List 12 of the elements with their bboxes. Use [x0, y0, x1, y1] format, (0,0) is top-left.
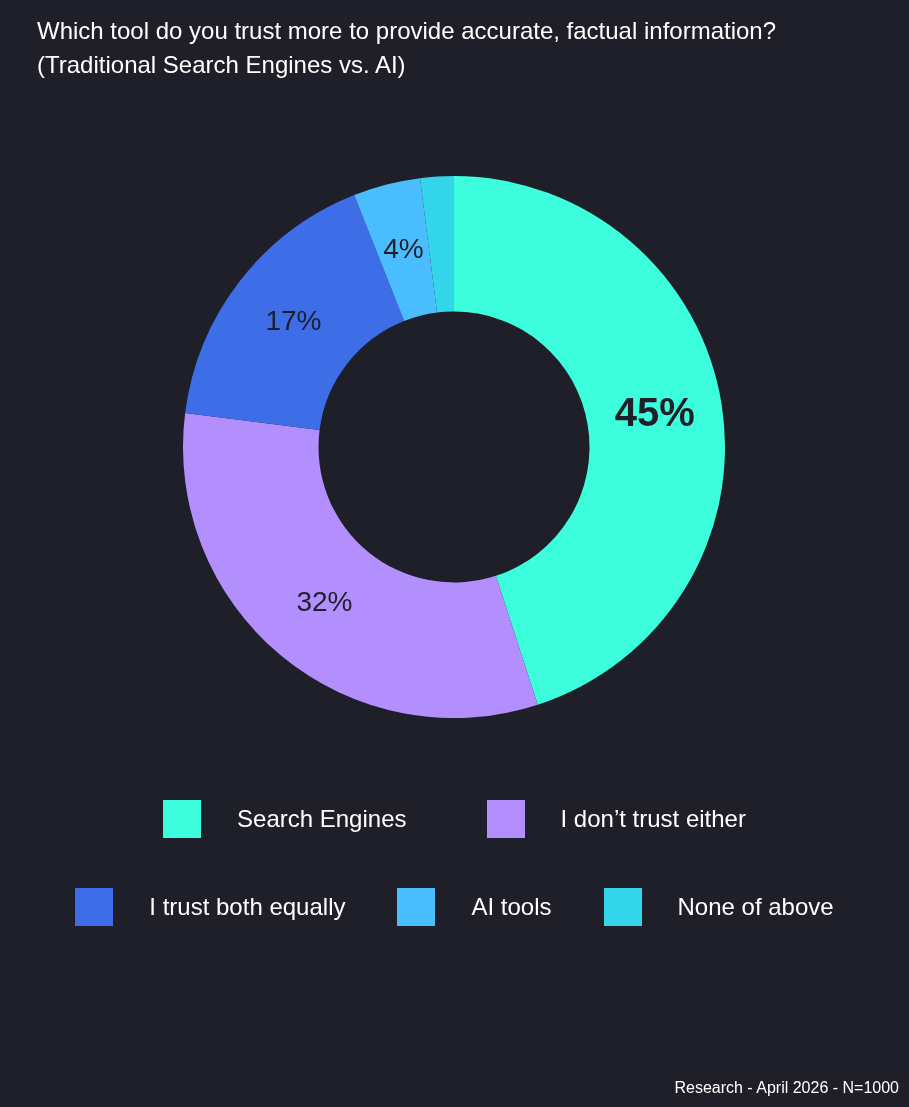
data-label: 4% [383, 232, 424, 264]
data-label: 45% [614, 390, 695, 435]
data-label: 32% [296, 586, 353, 618]
legend-label: Search Engines [237, 805, 407, 833]
chart-subtitle: (Traditional Search Engines vs. AI) [37, 50, 407, 80]
legend-label: AI tools [471, 893, 552, 921]
legend-label: None of above [677, 893, 834, 921]
data-label: 17% [265, 305, 322, 337]
legend-label: I don’t trust either [560, 805, 746, 833]
chart-title: Which tool do you trust more to provide accurate, factual information? [37, 16, 777, 46]
legend-label: I trust both equally [149, 893, 346, 921]
text: Research - April 2026 - N=1000 [674, 1079, 899, 1097]
